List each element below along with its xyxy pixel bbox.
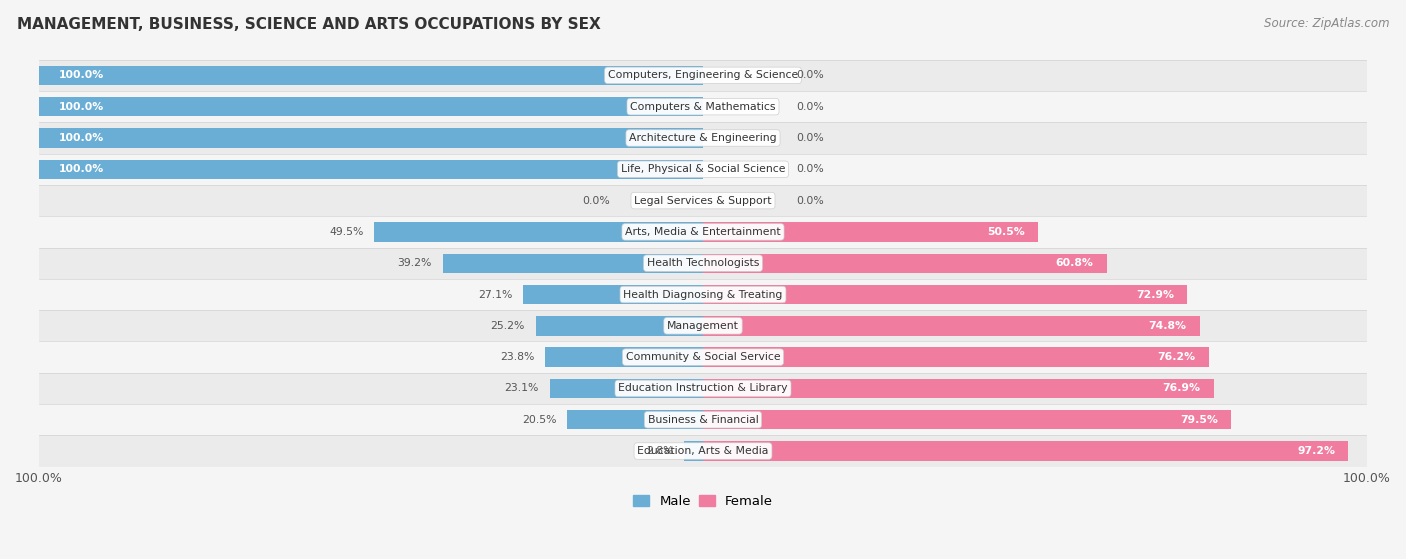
Text: Life, Physical & Social Science: Life, Physical & Social Science	[621, 164, 785, 174]
Bar	[39, 435, 1367, 467]
Bar	[39, 65, 703, 85]
Text: 2.8%: 2.8%	[647, 446, 673, 456]
Text: 23.1%: 23.1%	[505, 383, 538, 394]
Text: 100.0%: 100.0%	[59, 133, 104, 143]
Text: 0.0%: 0.0%	[796, 164, 824, 174]
Text: 100.0%: 100.0%	[59, 102, 104, 112]
Text: 27.1%: 27.1%	[478, 290, 512, 300]
Text: Computers, Engineering & Science: Computers, Engineering & Science	[607, 70, 799, 80]
Text: Arts, Media & Entertainment: Arts, Media & Entertainment	[626, 227, 780, 237]
Bar	[39, 373, 1367, 404]
Legend: Male, Female: Male, Female	[627, 490, 779, 513]
Text: Computers & Mathematics: Computers & Mathematics	[630, 102, 776, 112]
Bar	[703, 379, 1213, 398]
Text: Architecture & Engineering: Architecture & Engineering	[630, 133, 776, 143]
Text: Education Instruction & Library: Education Instruction & Library	[619, 383, 787, 394]
Bar	[567, 410, 703, 429]
Bar	[39, 91, 1367, 122]
Text: MANAGEMENT, BUSINESS, SCIENCE AND ARTS OCCUPATIONS BY SEX: MANAGEMENT, BUSINESS, SCIENCE AND ARTS O…	[17, 17, 600, 32]
Text: 76.2%: 76.2%	[1157, 352, 1195, 362]
Text: 76.9%: 76.9%	[1163, 383, 1201, 394]
Bar	[374, 222, 703, 241]
Text: 97.2%: 97.2%	[1298, 446, 1336, 456]
Text: 79.5%: 79.5%	[1180, 415, 1218, 425]
Text: 25.2%: 25.2%	[491, 321, 524, 331]
Text: 74.8%: 74.8%	[1149, 321, 1187, 331]
Text: 72.9%: 72.9%	[1136, 290, 1174, 300]
Bar	[39, 60, 1367, 91]
Text: 49.5%: 49.5%	[329, 227, 364, 237]
Text: Source: ZipAtlas.com: Source: ZipAtlas.com	[1264, 17, 1389, 30]
Bar	[39, 159, 703, 179]
Text: 100.0%: 100.0%	[59, 70, 104, 80]
Bar	[39, 185, 1367, 216]
Text: 0.0%: 0.0%	[796, 70, 824, 80]
Bar	[703, 285, 1187, 304]
Bar	[546, 347, 703, 367]
Bar	[703, 442, 1348, 461]
Text: 100.0%: 100.0%	[59, 164, 104, 174]
Bar	[39, 216, 1367, 248]
Text: Health Technologists: Health Technologists	[647, 258, 759, 268]
Text: 20.5%: 20.5%	[522, 415, 557, 425]
Text: 0.0%: 0.0%	[796, 196, 824, 206]
Bar	[703, 410, 1230, 429]
Text: Education, Arts & Media: Education, Arts & Media	[637, 446, 769, 456]
Text: Legal Services & Support: Legal Services & Support	[634, 196, 772, 206]
Bar	[703, 222, 1039, 241]
Text: 0.0%: 0.0%	[796, 102, 824, 112]
Bar	[703, 316, 1199, 335]
Text: 60.8%: 60.8%	[1056, 258, 1094, 268]
Text: 0.0%: 0.0%	[582, 196, 610, 206]
Bar	[703, 253, 1107, 273]
Text: 50.5%: 50.5%	[987, 227, 1025, 237]
Bar	[39, 342, 1367, 373]
Bar	[39, 404, 1367, 435]
Bar	[39, 154, 1367, 185]
Bar	[523, 285, 703, 304]
Text: 0.0%: 0.0%	[796, 133, 824, 143]
Text: 39.2%: 39.2%	[398, 258, 432, 268]
Bar	[550, 379, 703, 398]
Text: 23.8%: 23.8%	[501, 352, 534, 362]
Bar	[536, 316, 703, 335]
Bar	[39, 310, 1367, 342]
Bar	[39, 97, 703, 116]
Text: Community & Social Service: Community & Social Service	[626, 352, 780, 362]
Bar	[39, 128, 703, 148]
Bar	[39, 248, 1367, 279]
Bar	[443, 253, 703, 273]
Text: Business & Financial: Business & Financial	[648, 415, 758, 425]
Text: Health Diagnosing & Treating: Health Diagnosing & Treating	[623, 290, 783, 300]
Bar	[685, 442, 703, 461]
Text: Management: Management	[666, 321, 740, 331]
Bar	[703, 347, 1209, 367]
Bar	[39, 279, 1367, 310]
Bar	[39, 122, 1367, 154]
